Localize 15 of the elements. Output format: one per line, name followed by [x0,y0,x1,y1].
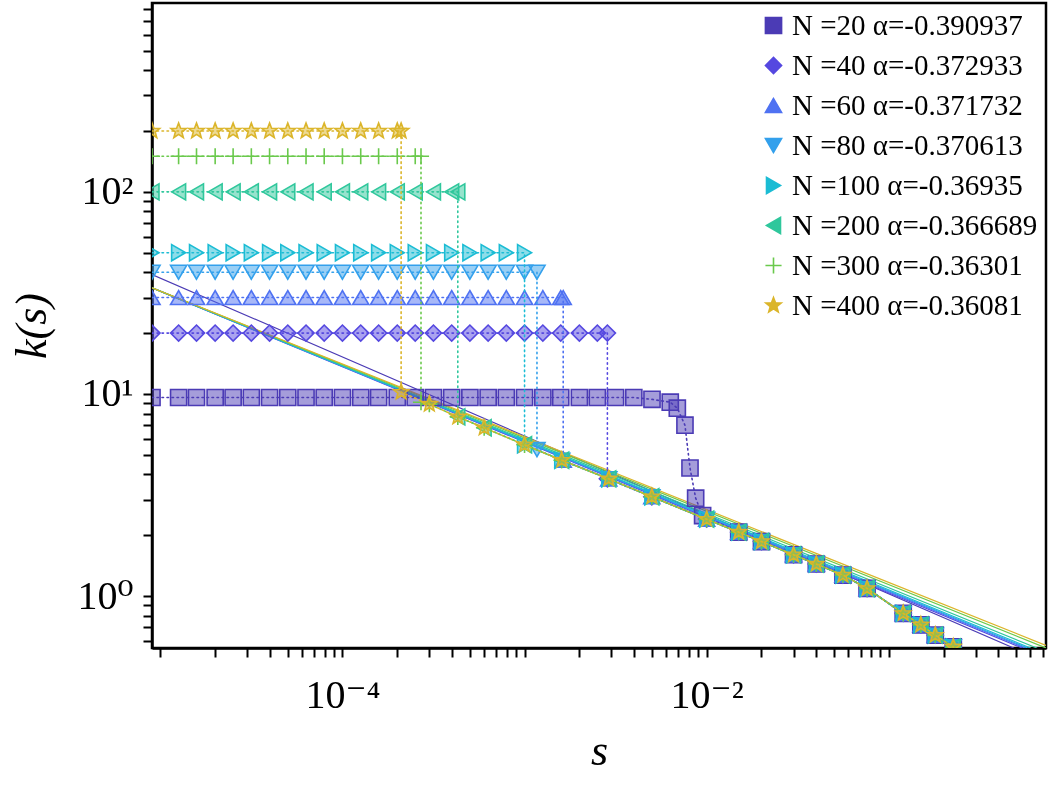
legend-label: N =40 α=-0.372933 [792,48,1023,81]
legend-label: N =300 α=-0.36301 [792,248,1023,281]
legend-label: N =80 α=-0.370613 [792,128,1023,161]
legend-label: N =100 α=-0.36935 [792,168,1023,201]
y-axis-title: k(s) [7,293,57,359]
legend-label: N =400 α=-0.36081 [792,288,1023,321]
y-tick-label: 10⁰ [77,572,134,618]
y-tick-label: 10¹ [81,370,134,416]
x-tick-label: 10⁻⁴ [305,671,381,717]
y-tick-label: 10² [81,168,134,214]
x-axis-title: s [590,725,609,775]
legend-label: N =20 α=-0.390937 [792,8,1023,41]
x-tick-label: 10⁻² [670,671,744,717]
legend-label: N =200 α=-0.366689 [792,208,1038,241]
legend-label: N =60 α=-0.371732 [792,88,1023,121]
